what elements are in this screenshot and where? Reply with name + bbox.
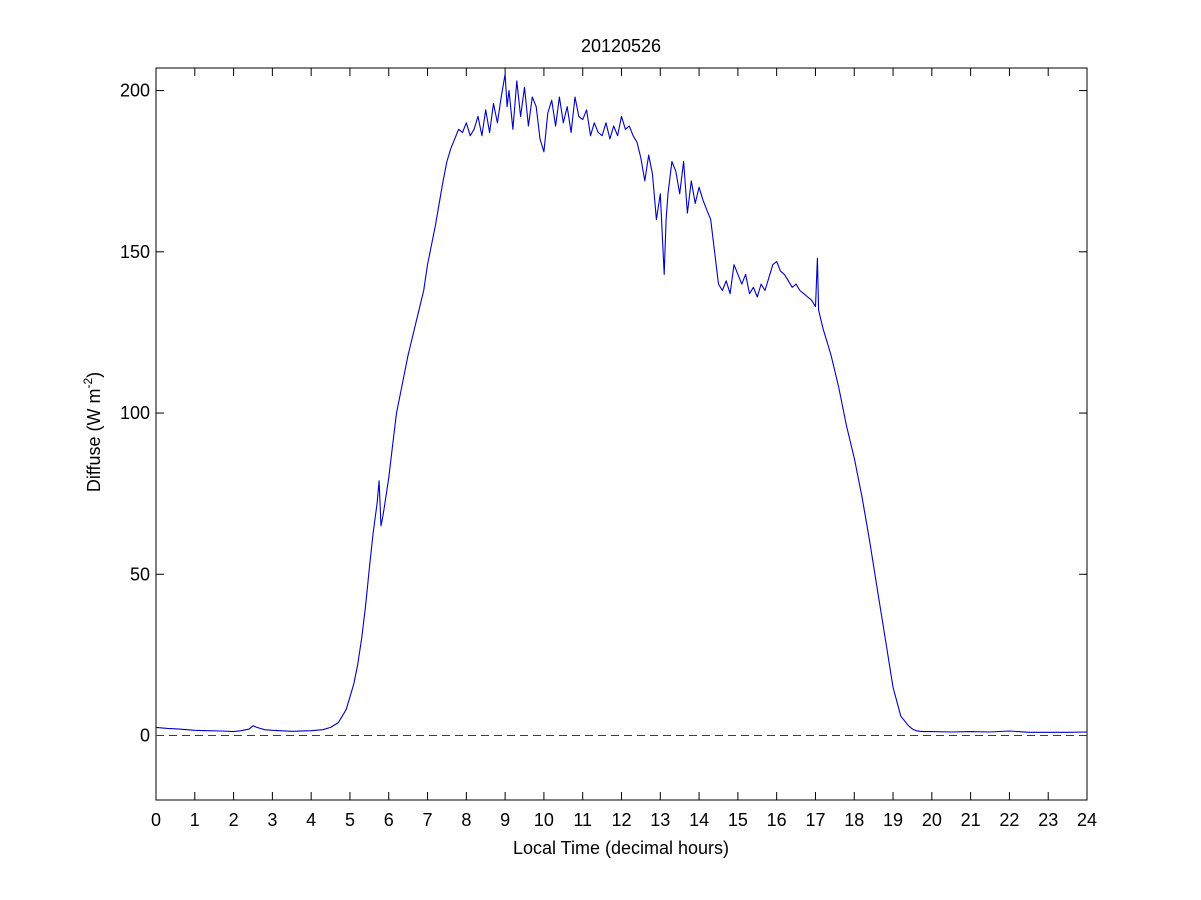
x-tick-label: 14 [689,810,709,830]
y-tick-label: 50 [130,564,150,584]
x-tick-label: 20 [922,810,942,830]
x-tick-label: 12 [611,810,631,830]
y-tick-label: 150 [120,242,150,262]
x-tick-label: 23 [1038,810,1058,830]
x-tick-label: 0 [151,810,161,830]
x-tick-label: 4 [306,810,316,830]
y-tick-label: 0 [140,726,150,746]
x-tick-label: 19 [883,810,903,830]
x-tick-label: 22 [999,810,1019,830]
x-tick-label: 5 [345,810,355,830]
x-tick-label: 13 [650,810,670,830]
y-tick-label: 200 [120,81,150,101]
y-axis-label-superscript: -2 [81,377,95,388]
x-tick-label: 15 [728,810,748,830]
x-tick-label: 16 [767,810,787,830]
x-axis-label: Local Time (decimal hours) [513,838,729,858]
x-tick-label: 21 [961,810,981,830]
y-axis-label-tail: ) [84,372,104,378]
x-tick-label: 18 [844,810,864,830]
x-tick-label: 9 [500,810,510,830]
x-tick-label: 8 [461,810,471,830]
diffuse-series-line [155,73,1088,733]
x-tick-label: 3 [267,810,277,830]
x-tick-label: 10 [534,810,554,830]
x-tick-label: 6 [384,810,394,830]
y-axis-label: Diffuse (W m-2) [81,372,104,492]
x-tick-label: 7 [423,810,433,830]
chart-title: 20120526 [581,36,661,56]
x-tick-label: 1 [190,810,200,830]
x-tick-label: 17 [805,810,825,830]
y-axis-label-main: Diffuse (W m [84,388,104,492]
x-tick-label: 24 [1077,810,1097,830]
x-tick-label: 2 [229,810,239,830]
plot-area: 0 1 2 3 4 5 6 7 8 9 10 11 12 13 14 15 16 17 18 19 20 21 22 23 24… [120,67,1097,830]
y-tick-label: 100 [120,403,150,423]
x-tick-label: 11 [573,810,592,830]
